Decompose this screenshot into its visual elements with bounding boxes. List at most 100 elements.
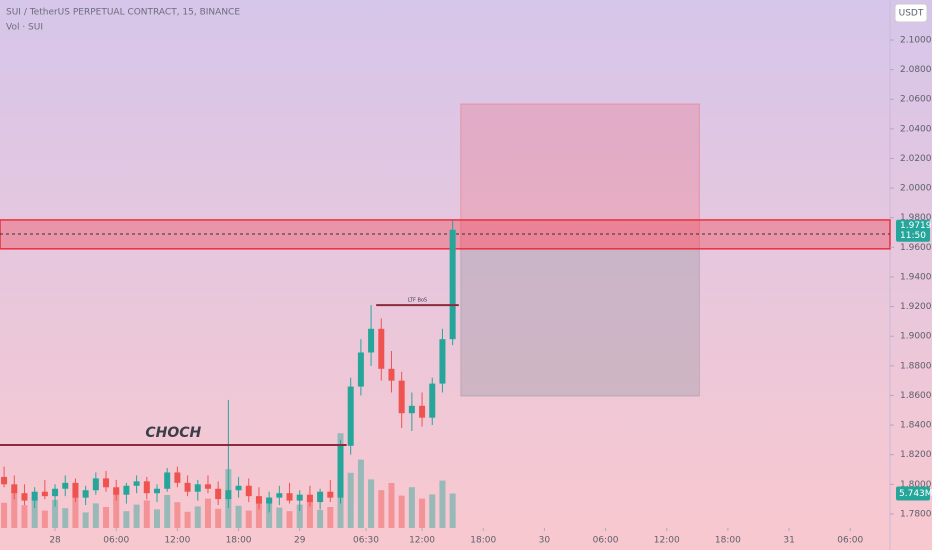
x-tick-label: 12:00 [654, 536, 680, 546]
x-tick-label: 29 [294, 536, 306, 546]
candle-body [245, 485, 252, 497]
candle-body [174, 472, 181, 483]
volume-bar [255, 501, 262, 528]
volume-bar [347, 472, 354, 528]
volume-legend: Vol · SUI [6, 23, 43, 33]
candle-body [82, 490, 89, 498]
y-tick-label: 2.0400 [900, 124, 932, 134]
y-tick-label: 2.0600 [900, 95, 932, 105]
candle-body [31, 491, 38, 501]
last-volume-tag [896, 486, 930, 501]
x-tick-label: 06:30 [353, 536, 379, 546]
candle-body [52, 488, 59, 497]
x-tick-label: 12:00 [164, 536, 190, 546]
candle-body [439, 339, 446, 384]
candle-body [133, 481, 140, 486]
x-tick-label: 06:00 [103, 536, 129, 546]
volume-bar [194, 506, 201, 528]
candle-body [296, 494, 303, 501]
volume-bar [429, 494, 436, 528]
annotation-label: CHOCH [145, 425, 201, 441]
volume-bar [92, 503, 99, 528]
y-tick-label: 1.9400 [900, 272, 932, 282]
volume-bar [286, 511, 293, 528]
candle-body [347, 386, 354, 446]
volume-bar [378, 490, 385, 528]
position-target [460, 248, 700, 397]
y-tick-label: 2.1000 [900, 35, 932, 45]
candle-body [266, 497, 273, 504]
volume-bar [113, 489, 120, 528]
candle-body [368, 328, 375, 353]
volume-bar [41, 510, 48, 528]
last-price-label: 1.9719 [900, 221, 932, 231]
candle-body [21, 493, 28, 501]
volume-bar [449, 493, 456, 528]
x-tick-label: 18:00 [715, 536, 741, 546]
y-tick-label: 2.0800 [900, 65, 932, 75]
chart-title: SUI / TetherUS PERPETUAL CONTRACT, 15, B… [6, 8, 240, 18]
volume-bar [21, 505, 28, 528]
volume-bar [398, 495, 405, 528]
volume-bar [419, 498, 426, 528]
y-tick-label: 1.8200 [900, 450, 932, 460]
y-tick-label: 1.9600 [900, 243, 932, 253]
volume-bar [215, 508, 222, 528]
x-tick-label: 06:00 [837, 536, 863, 546]
volume-bar [123, 511, 130, 528]
volume-bar [408, 487, 415, 528]
volume-bar [388, 483, 395, 528]
candle-body [378, 328, 385, 369]
candle-body [286, 493, 293, 501]
volume-bar [103, 507, 110, 528]
currency-button[interactable] [894, 3, 928, 23]
x-tick-label: 28 [49, 536, 61, 546]
y-tick-label: 1.8000 [900, 480, 932, 490]
candle-body [103, 478, 110, 488]
countdown: 11:50 [900, 231, 926, 241]
volume-bar [62, 508, 69, 528]
y-tick-label: 1.8600 [900, 391, 932, 401]
y-tick-label: 2.0200 [900, 154, 932, 164]
volume-bar [317, 510, 324, 528]
annotation-label: LTF BoS [408, 298, 427, 304]
y-tick-label: 1.9200 [900, 302, 932, 312]
volume-bar [153, 509, 160, 528]
volume-bar [306, 500, 313, 528]
y-tick-label: 2.0000 [900, 184, 932, 194]
currency-label: USDT [899, 9, 924, 19]
candle-body [419, 405, 426, 418]
candle-body [276, 493, 283, 498]
x-tick-label: 06:00 [593, 536, 619, 546]
x-tick-label: 31 [783, 536, 794, 546]
volume-bar [266, 497, 273, 528]
candle-body [398, 380, 405, 414]
candle-body [41, 491, 48, 497]
candle-body [153, 488, 160, 494]
candle-body [72, 482, 79, 498]
y-tick-label: 1.9000 [900, 332, 932, 342]
candle-body [164, 472, 171, 489]
candle-body [235, 485, 242, 491]
x-tick-label: 18:00 [470, 536, 496, 546]
volume-bar [174, 502, 181, 528]
volume-bar [72, 493, 79, 528]
y-tick-label: 1.7800 [900, 509, 932, 519]
candle-body [123, 485, 130, 495]
candle-body [225, 490, 232, 500]
candle-body [204, 484, 211, 489]
candle-body [408, 405, 415, 414]
volume-bar [276, 507, 283, 528]
candle-body [306, 494, 313, 503]
candle-body [62, 482, 69, 489]
volume-bar [368, 479, 375, 528]
candle-body [194, 484, 201, 492]
x-tick-label: 30 [539, 536, 551, 546]
volume-bar [82, 512, 89, 528]
candle-body [449, 229, 456, 340]
volume-bar [235, 505, 242, 528]
candle-body [113, 487, 120, 495]
candle-body [429, 383, 436, 418]
volume-bar [31, 496, 38, 528]
